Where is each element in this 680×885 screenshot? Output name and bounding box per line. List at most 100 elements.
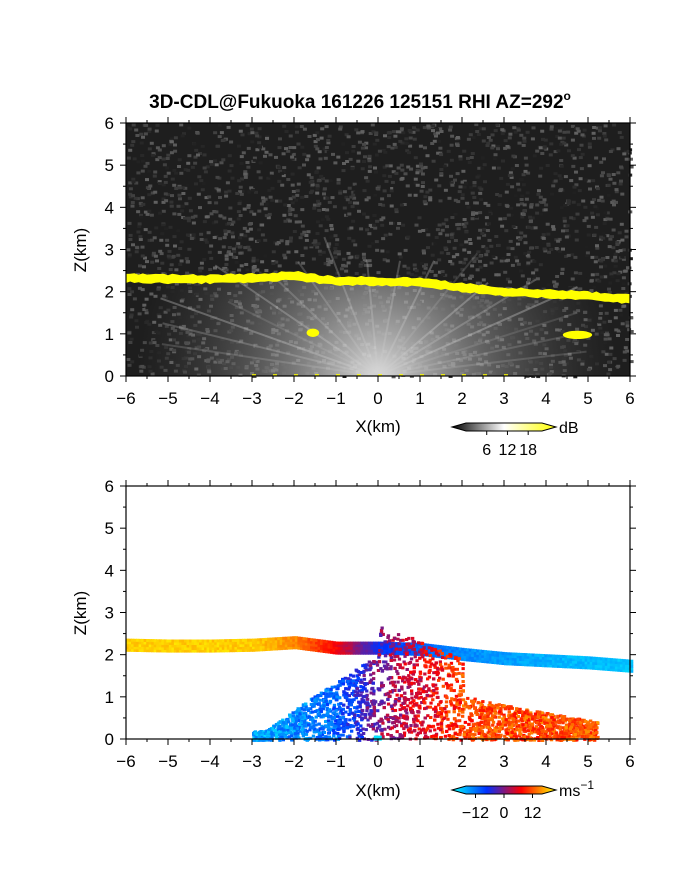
noise-speck — [559, 159, 563, 162]
noise-speck — [261, 196, 265, 199]
noise-speck — [515, 259, 519, 262]
noise-speck — [426, 246, 430, 249]
noise-speck — [407, 272, 411, 275]
noise-speck — [393, 187, 397, 190]
noise-speck — [252, 257, 256, 260]
noise-speck — [378, 203, 382, 206]
noise-speck — [406, 236, 410, 239]
noise-speck — [590, 201, 594, 204]
noise-speck — [421, 185, 425, 188]
noise-speck — [301, 262, 305, 265]
noise-speck — [351, 194, 355, 197]
y-axis-label-1: Z(km) — [71, 228, 90, 272]
noise-speck — [192, 222, 196, 225]
y-tick-label: 2 — [105, 283, 114, 302]
noise-speck — [334, 256, 338, 259]
noise-speck — [620, 223, 624, 226]
noise-speck — [373, 167, 377, 170]
noise-speck — [325, 229, 329, 232]
noise-speck — [456, 144, 460, 147]
noise-speck — [514, 194, 518, 197]
noise-speck — [357, 152, 361, 155]
noise-speck — [147, 193, 151, 196]
noise-speck — [593, 234, 597, 237]
noise-speck — [286, 150, 290, 153]
noise-speck — [592, 286, 596, 289]
noise-speck — [221, 158, 225, 161]
noise-speck — [197, 193, 201, 196]
noise-speck — [500, 270, 504, 273]
noise-speck — [523, 235, 527, 238]
noise-speck — [476, 176, 480, 179]
noise-speck — [153, 171, 157, 174]
noise-speck — [155, 259, 159, 262]
colorbar-bar — [452, 423, 556, 431]
noise-speck — [419, 165, 423, 168]
noise-speck — [270, 199, 274, 202]
noise-speck — [608, 282, 612, 285]
noise-speck — [416, 184, 420, 187]
noise-speck — [185, 257, 189, 260]
noise-speck — [497, 167, 501, 170]
noise-speck — [457, 227, 461, 230]
noise-speck — [224, 263, 228, 266]
noise-speck — [349, 256, 353, 259]
y-tick-label: 6 — [105, 114, 114, 133]
noise-speck — [484, 247, 488, 250]
noise-speck — [368, 159, 372, 162]
noise-speck — [269, 153, 273, 156]
noise-speck — [461, 170, 465, 173]
noise-speck — [252, 213, 256, 216]
noise-speck — [316, 200, 320, 203]
noise-speck — [566, 131, 570, 134]
velocity-pixel — [425, 707, 428, 710]
noise-speck — [456, 136, 460, 139]
noise-speck — [212, 189, 216, 192]
noise-speck — [183, 217, 187, 220]
noise-speck — [464, 222, 468, 225]
noise-speck — [442, 223, 446, 226]
noise-speck — [243, 208, 247, 211]
y-tick-label: 3 — [105, 241, 114, 260]
noise-speck — [555, 247, 559, 250]
noise-speck — [284, 220, 288, 223]
noise-speck — [349, 227, 353, 230]
noise-speck — [595, 244, 599, 247]
noise-speck — [226, 181, 230, 184]
noise-speck — [421, 173, 425, 176]
noise-speck — [201, 145, 205, 148]
noise-speck — [300, 125, 304, 128]
noise-speck — [132, 124, 136, 127]
noise-speck — [362, 213, 366, 216]
noise-speck — [604, 138, 608, 141]
noise-speck — [325, 146, 329, 149]
noise-speck — [368, 165, 372, 168]
noise-speck — [171, 178, 175, 181]
noise-speck — [571, 154, 575, 157]
noise-speck — [612, 182, 616, 185]
noise-speck — [228, 218, 232, 221]
x-tick-label: 2 — [457, 389, 466, 408]
noise-speck — [154, 226, 158, 229]
noise-speck — [289, 135, 293, 138]
noise-speck — [179, 172, 183, 175]
noise-speck — [291, 184, 295, 187]
x-tick-label: 1 — [415, 389, 424, 408]
noise-speck — [137, 225, 141, 228]
noise-speck — [246, 161, 250, 164]
noise-speck — [578, 189, 582, 192]
noise-speck — [510, 174, 514, 177]
noise-speck — [390, 189, 394, 192]
noise-speck — [170, 140, 174, 143]
noise-speck — [598, 129, 602, 132]
noise-speck — [527, 278, 531, 281]
noise-speck — [518, 238, 522, 241]
noise-speck — [205, 215, 209, 218]
noise-speck — [401, 224, 405, 227]
noise-speck — [563, 217, 567, 220]
noise-speck — [334, 234, 338, 237]
noise-speck — [511, 167, 515, 170]
noise-speck — [198, 269, 202, 272]
noise-speck — [282, 166, 286, 169]
velocity-pixel — [458, 672, 461, 675]
